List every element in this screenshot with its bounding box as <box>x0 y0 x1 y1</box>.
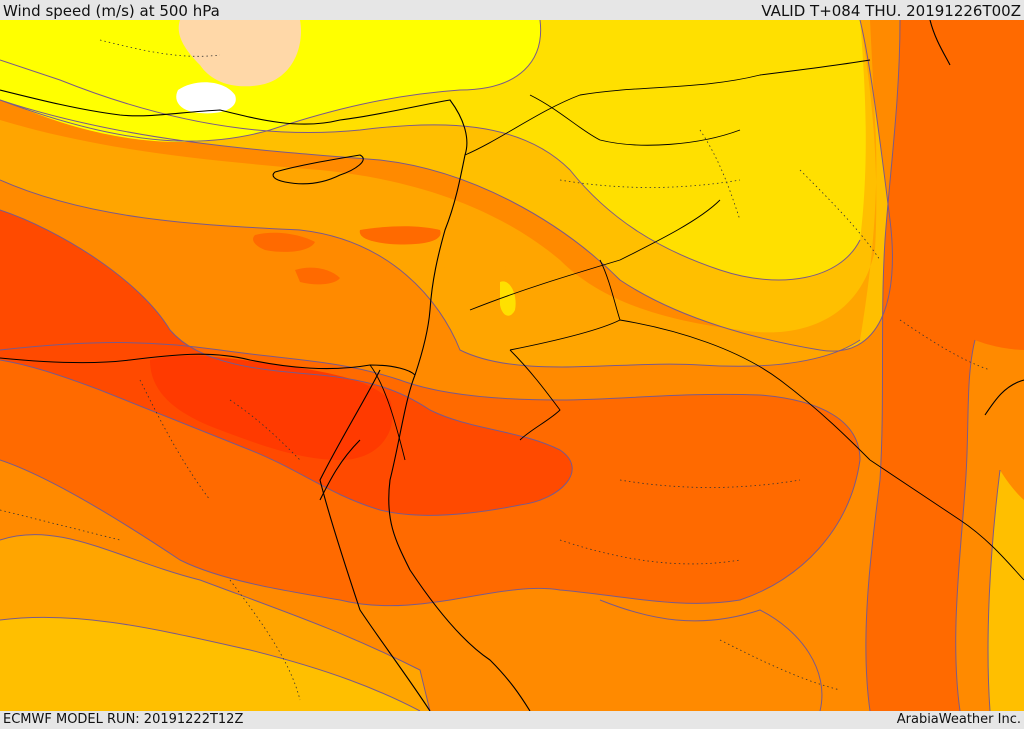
border-iraq-saudi <box>469 199 721 311</box>
coast-red-sea-west <box>319 369 431 711</box>
band-orange-light <box>0 20 877 367</box>
coast-red-sea-east <box>388 374 531 711</box>
contour-5 <box>0 342 861 607</box>
border-syria-iraq <box>529 94 741 146</box>
contour-lines <box>0 20 1001 711</box>
internal-borders <box>0 39 991 701</box>
coast-persian-gulf <box>984 379 1024 416</box>
dotted-2 <box>699 129 741 221</box>
contour-8 <box>0 534 431 711</box>
contour-6 <box>0 209 573 516</box>
map-canvas <box>0 20 1024 711</box>
band-peach <box>178 20 301 87</box>
border-jordan-saudi <box>509 259 621 351</box>
contour-4 <box>0 20 542 142</box>
dotted-8 <box>0 509 121 541</box>
dotted-1 <box>559 179 741 188</box>
contour-12 <box>599 599 823 711</box>
band-red-orange-core <box>0 210 573 516</box>
band-white <box>176 82 236 114</box>
contour-7 <box>865 20 901 711</box>
dotted-4 <box>619 479 801 488</box>
border-turkey-south <box>464 59 871 156</box>
coast-egypt-north <box>0 353 416 376</box>
wind-speed-map <box>0 20 1024 711</box>
band-east-amber <box>988 470 1024 711</box>
contour-1 <box>0 20 893 352</box>
map-title: Wind speed (m/s) at 500 hPa <box>3 2 220 20</box>
band-south-light-2 <box>0 617 420 711</box>
dotted-9 <box>99 39 221 57</box>
footer-bar: ECMWF MODEL RUN: 20191222T12Z ArabiaWeat… <box>0 711 1024 729</box>
border-saudi-iraq-east <box>619 319 871 461</box>
dotted-11 <box>719 639 841 691</box>
coast-cyprus <box>272 154 364 185</box>
contour-9 <box>0 616 421 711</box>
dotted-6 <box>139 379 211 501</box>
coast-gulf-suez <box>319 439 361 501</box>
coast-levant <box>414 154 466 376</box>
credit: ArabiaWeather Inc. <box>896 712 1021 727</box>
coastlines <box>0 20 1024 711</box>
band-red-core <box>150 355 393 460</box>
border-sinai <box>369 364 406 461</box>
dotted-3 <box>799 169 881 261</box>
coast-turkey <box>0 89 468 156</box>
contour-10 <box>955 339 976 711</box>
country-borders <box>369 59 1024 581</box>
valid-time: VALID T+084 THU. 20191226T00Z <box>761 2 1021 20</box>
patch-amber-2 <box>500 281 516 316</box>
contour-11 <box>987 469 1001 711</box>
coast-caspian <box>929 20 951 66</box>
patch-sea-dark <box>359 226 441 245</box>
patch-sea-dark-2 <box>253 232 315 252</box>
border-egypt-sudan <box>509 349 561 441</box>
header-bar: Wind speed (m/s) at 500 hPa VALID T+084 … <box>0 0 1024 20</box>
border-arabia-yemen <box>869 459 1024 581</box>
patch-amber-1 <box>440 217 506 306</box>
contour-2 <box>0 179 861 368</box>
contour-3 <box>0 59 861 281</box>
model-run: ECMWF MODEL RUN: 20191222T12Z <box>3 712 244 727</box>
patch-sea-dark-3 <box>295 267 340 285</box>
